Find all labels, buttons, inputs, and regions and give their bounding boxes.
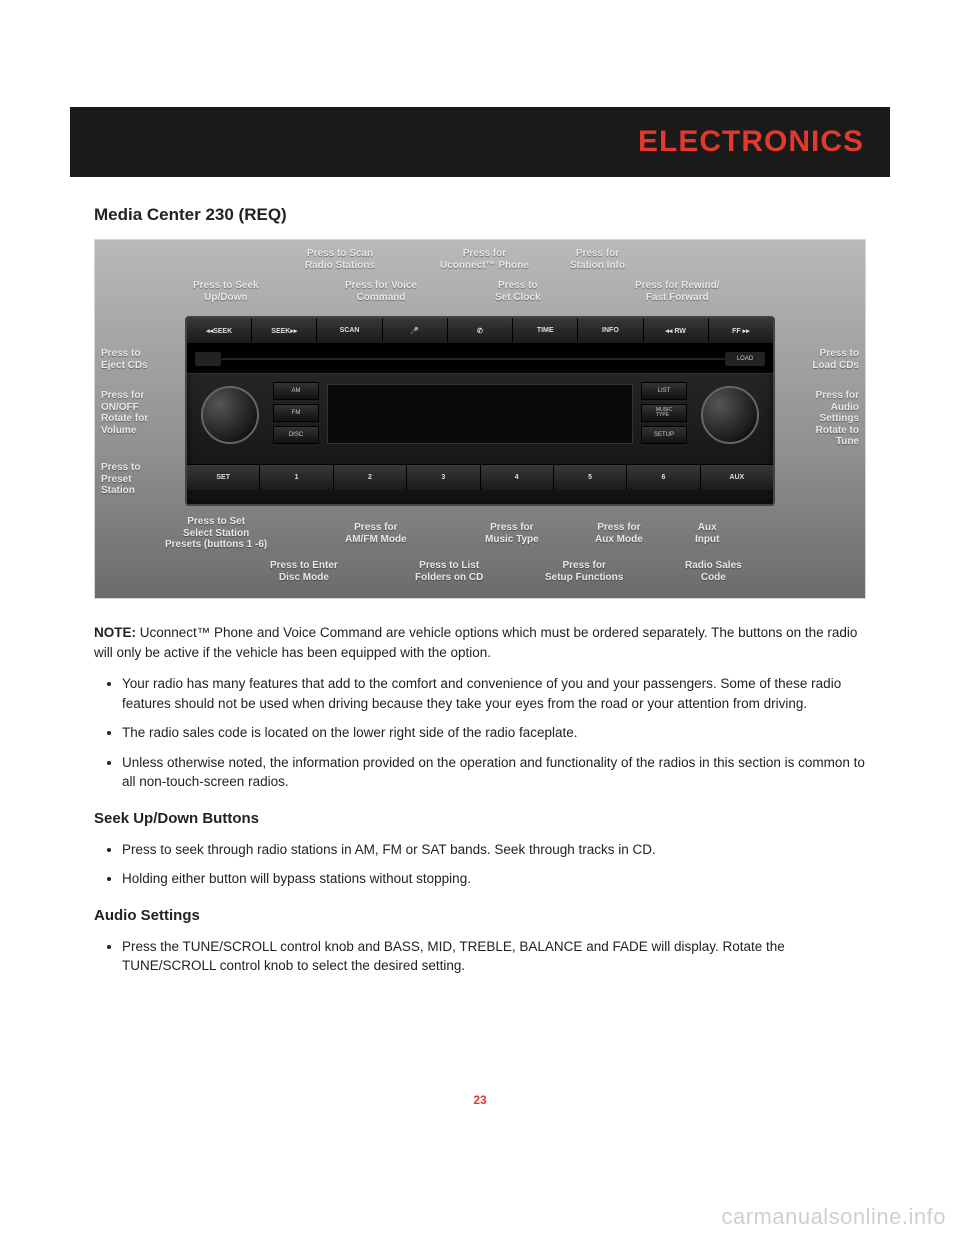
- callout-uconnect: Press for Uconnect™ Phone: [440, 248, 529, 271]
- btn-seek-fwd: SEEK▸▸: [252, 318, 317, 343]
- callout-eject: Press to Eject CDs: [101, 348, 148, 371]
- volume-knob: [201, 386, 259, 444]
- callout-rwff: Press for Rewind/ Fast Forward: [635, 280, 719, 303]
- btn-music-type: MUSIC TYPE: [641, 404, 687, 422]
- radio-diagram: Press to Scan Radio Stations Press for U…: [94, 239, 866, 599]
- btn-set: SET: [187, 465, 260, 490]
- btn-scan: SCAN: [317, 318, 382, 343]
- callout-list: Press to List Folders on CD: [415, 560, 483, 583]
- btn-preset-5: 5: [554, 465, 627, 490]
- btn-fm: FM: [273, 404, 319, 422]
- callout-scan: Press to Scan Radio Stations: [305, 248, 375, 271]
- callout-aux-mode: Press for Aux Mode: [595, 522, 643, 545]
- page-number: 23: [0, 1093, 960, 1107]
- btn-am: AM: [273, 382, 319, 400]
- right-button-col: LIST MUSIC TYPE SETUP: [641, 382, 687, 444]
- sub2-title: Audio Settings: [94, 905, 866, 927]
- btn-seek-back: ◂◂SEEK: [187, 318, 252, 343]
- btn-preset-3: 3: [407, 465, 480, 490]
- btn-voice: 🎤: [383, 318, 448, 343]
- header-title: ELECTRONICS: [638, 125, 864, 159]
- callout-aux-input: Aux Input: [695, 522, 719, 545]
- list-item: Press the TUNE/SCROLL control knob and B…: [122, 937, 866, 976]
- callout-clock: Press to Set Clock: [495, 280, 541, 303]
- callout-seek: Press to Seek Up/Down: [193, 280, 259, 303]
- left-button-col: AM FM DISC: [273, 382, 319, 444]
- list-item: Your radio has many features that add to…: [122, 674, 866, 713]
- btn-disc: DISC: [273, 426, 319, 444]
- btn-info: INFO: [578, 318, 643, 343]
- list-item: Press to seek through radio stations in …: [122, 840, 866, 860]
- btn-preset-1: 1: [260, 465, 333, 490]
- btn-time: TIME: [513, 318, 578, 343]
- btn-aux: AUX: [701, 465, 773, 490]
- btn-rw: ◂◂ RW: [644, 318, 709, 343]
- note-paragraph: NOTE: Uconnect™ Phone and Voice Command …: [94, 623, 866, 662]
- list-item: The radio sales code is located on the l…: [122, 723, 866, 743]
- radio-faceplate: ◂◂SEEK SEEK▸▸ SCAN 🎤 ✆ TIME INFO ◂◂ RW F…: [185, 316, 775, 506]
- callout-load: Press to Load CDs: [812, 348, 859, 371]
- btn-setup: SETUP: [641, 426, 687, 444]
- callout-voice: Press for Voice Command: [345, 280, 417, 303]
- callout-set: Press to Set Select Station Presets (but…: [165, 516, 267, 551]
- cd-slot: LOAD: [187, 344, 773, 374]
- bullets-sub1: Press to seek through radio stations in …: [94, 840, 866, 889]
- callout-music: Press for Music Type: [485, 522, 539, 545]
- body-text: NOTE: Uconnect™ Phone and Voice Command …: [94, 623, 866, 976]
- btn-ff: FF ▸▸: [709, 318, 773, 343]
- list-item: Holding either button will bypass statio…: [122, 869, 866, 889]
- section-title: Media Center 230 (REQ): [94, 205, 890, 225]
- radio-display: [327, 384, 633, 444]
- header-band: ELECTRONICS: [70, 107, 890, 177]
- btn-phone: ✆: [448, 318, 513, 343]
- callout-audio: Press for Audio Settings Rotate to Tune: [816, 390, 859, 448]
- bullets-main: Your radio has many features that add to…: [94, 674, 866, 792]
- callout-station-info: Press for Station Info: [570, 248, 625, 271]
- btn-preset-4: 4: [481, 465, 554, 490]
- note-text: Uconnect™ Phone and Voice Command are ve…: [94, 625, 857, 660]
- callout-setup: Press for Setup Functions: [545, 560, 623, 583]
- btn-list: LIST: [641, 382, 687, 400]
- btn-preset-2: 2: [334, 465, 407, 490]
- radio-top-row: ◂◂SEEK SEEK▸▸ SCAN 🎤 ✆ TIME INFO ◂◂ RW F…: [187, 318, 773, 344]
- bullets-sub2: Press the TUNE/SCROLL control knob and B…: [94, 937, 866, 976]
- tune-knob: [701, 386, 759, 444]
- load-button: LOAD: [725, 352, 765, 366]
- radio-bottom-row: SET 1 2 3 4 5 6 AUX: [187, 464, 773, 490]
- callout-onoff: Press for ON/OFF Rotate for Volume: [101, 390, 148, 436]
- radio-mid: AM FM DISC LIST MUSIC TYPE SETUP: [187, 374, 773, 464]
- watermark: carmanualsonline.info: [721, 1204, 946, 1230]
- page: ELECTRONICS Media Center 230 (REQ) Press…: [0, 0, 960, 1242]
- list-item: Unless otherwise noted, the information …: [122, 753, 866, 792]
- callout-disc: Press to Enter Disc Mode: [270, 560, 338, 583]
- sub1-title: Seek Up/Down Buttons: [94, 808, 866, 830]
- btn-preset-6: 6: [627, 465, 700, 490]
- callout-amfm: Press for AM/FM Mode: [345, 522, 407, 545]
- callout-sales: Radio Sales Code: [685, 560, 742, 583]
- callout-preset: Press to Preset Station: [101, 462, 140, 497]
- note-label: NOTE:: [94, 625, 136, 640]
